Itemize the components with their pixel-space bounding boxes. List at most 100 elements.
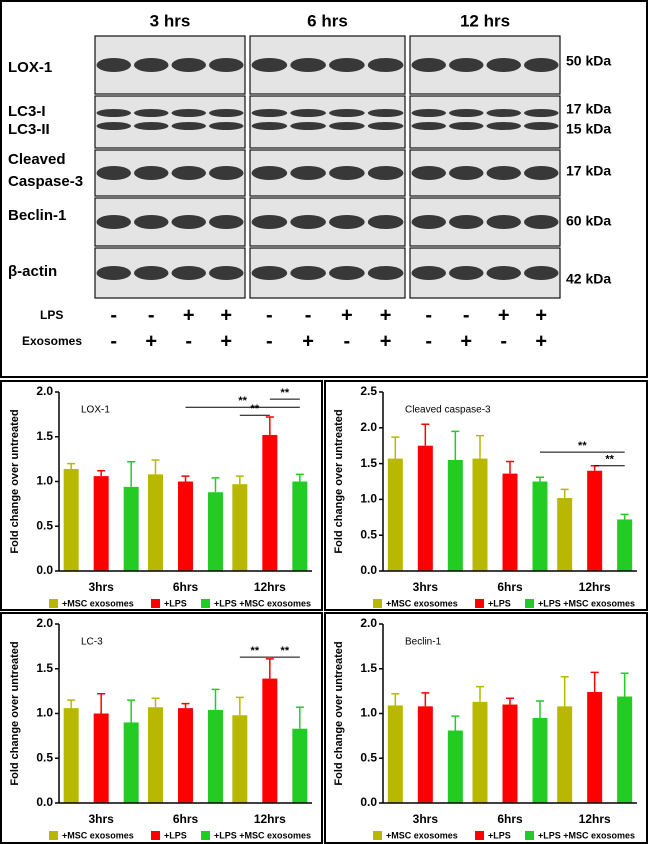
bar — [532, 717, 548, 803]
blot-band — [209, 122, 244, 130]
treatment-sign: - — [110, 330, 117, 352]
legend-label: +LPS +MSC exosomes — [214, 830, 311, 840]
error-bar — [235, 696, 244, 716]
treatment-sign: + — [380, 304, 392, 326]
bar — [148, 707, 163, 803]
blot-band — [524, 109, 559, 117]
blot-band — [449, 266, 484, 280]
blot-band — [96, 266, 131, 280]
treatment-sign: - — [305, 304, 312, 326]
error-bar — [421, 692, 430, 707]
row-label: Beclin-1 — [8, 207, 66, 224]
blot-band — [329, 166, 365, 180]
bar — [447, 730, 463, 803]
legend-swatch — [49, 599, 58, 608]
bar — [617, 696, 633, 803]
y-tick-label: 1.5 — [36, 429, 53, 443]
treatment-sign: + — [535, 304, 547, 326]
bar — [178, 708, 193, 803]
y-tick-label: 0.5 — [360, 527, 377, 541]
error-bar — [620, 672, 629, 697]
treatment-sign: + — [341, 304, 353, 326]
treatment-sign: + — [302, 330, 314, 352]
treatment-sign: + — [145, 330, 157, 352]
treatment-sign: + — [535, 330, 547, 352]
error-bar — [476, 685, 484, 702]
x-tick-label: 6hrs — [173, 812, 199, 826]
blot-band — [411, 109, 446, 117]
legend-label: +MSC exosomes — [386, 598, 458, 608]
bar — [93, 713, 109, 803]
bar — [617, 519, 633, 571]
time-point: 3 hrs — [150, 11, 191, 30]
treatment-sign: - — [185, 330, 192, 352]
blot-band — [486, 58, 521, 72]
significance-label: ** — [281, 645, 290, 657]
blot-band — [367, 122, 404, 130]
blot-band — [209, 266, 244, 280]
size-label: 15 kDa — [566, 121, 611, 137]
legend-swatch — [49, 831, 58, 840]
error-bar — [151, 697, 160, 708]
y-tick-label: 0.0 — [36, 563, 53, 577]
treatment-sign: - — [266, 330, 273, 352]
y-tick-label: 1.5 — [360, 661, 377, 675]
row-label: Caspase-3 — [8, 173, 83, 190]
x-tick-label: 3hrs — [413, 812, 439, 826]
bar — [417, 706, 433, 803]
legend-label: +LPS — [164, 830, 187, 840]
blot-band — [96, 58, 131, 72]
treatment-sign: - — [148, 304, 155, 326]
error-bar — [560, 676, 569, 707]
legend-label: +MSC exosomes — [62, 830, 134, 840]
blot-band — [134, 122, 169, 130]
significance-label: ** — [281, 387, 290, 399]
error-bar — [421, 423, 430, 446]
blot-band — [449, 166, 484, 180]
blot-band — [290, 122, 326, 130]
blot-band — [96, 166, 131, 180]
bar — [447, 460, 463, 571]
y-tick-label: 1.0 — [360, 492, 377, 506]
blot-band — [290, 58, 326, 72]
error-bar — [536, 476, 544, 482]
blot-band — [171, 58, 206, 72]
blot-band — [367, 215, 404, 229]
error-bar — [560, 488, 569, 498]
blot-band — [367, 166, 404, 180]
error-bar — [451, 715, 460, 731]
bar — [472, 458, 488, 571]
x-tick-label: 3hrs — [88, 580, 114, 594]
blot-band — [251, 166, 288, 180]
treatment-sign: + — [220, 304, 232, 326]
blot-panel — [94, 95, 246, 149]
error-bar — [97, 693, 106, 714]
blot-band — [209, 109, 244, 117]
blot-band — [329, 109, 365, 117]
y-tick-label: 1.0 — [36, 706, 53, 720]
blot-band — [329, 215, 365, 229]
y-tick-label: 1.0 — [36, 474, 53, 488]
blot-band — [411, 266, 446, 280]
blot-band — [486, 266, 521, 280]
blot-band — [209, 166, 244, 180]
y-tick-label: 0.5 — [36, 518, 53, 532]
significance-label: ** — [238, 395, 247, 407]
bar — [587, 692, 603, 803]
x-tick-label: 6hrs — [173, 580, 199, 594]
error-bar — [391, 436, 400, 459]
y-tick-label: 1.5 — [360, 456, 377, 470]
y-axis-label: Fold change over untreated — [333, 409, 345, 553]
legend-swatch — [373, 599, 382, 608]
blot-band — [96, 122, 131, 130]
blot-band — [209, 215, 244, 229]
bar — [123, 722, 139, 803]
blot-band — [96, 215, 131, 229]
error-bar — [67, 462, 76, 469]
y-tick-label: 2.0 — [36, 384, 53, 398]
y-axis-label: Fold change over untreated — [333, 641, 345, 785]
error-bar — [391, 693, 400, 706]
legend-swatch — [151, 599, 160, 608]
x-tick-label: 6hrs — [497, 580, 523, 594]
